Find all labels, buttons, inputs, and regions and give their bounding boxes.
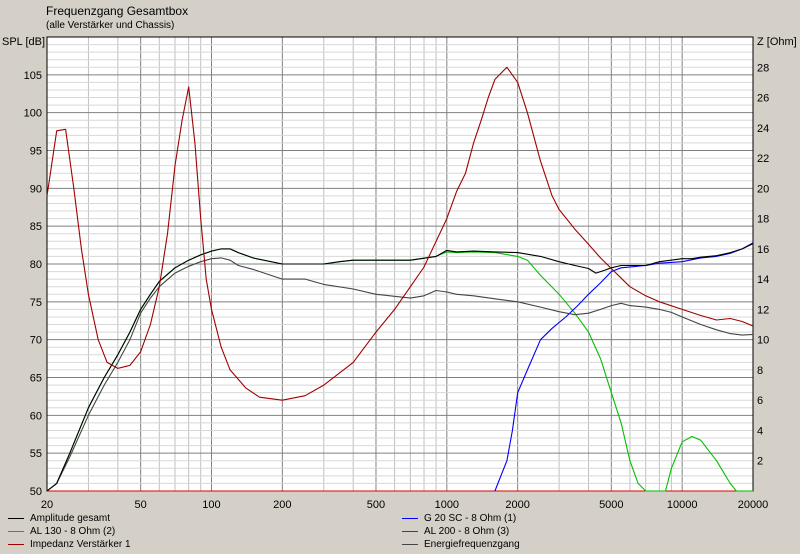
y-right-tick-label: 2 <box>757 456 763 468</box>
x-tick-label: 1000 <box>435 499 459 511</box>
legend-left: Amplitude gesamt AL 130 - 8 Ohm (2) Impeda… <box>8 512 131 551</box>
series-line-amplitude-gesamt <box>46 243 754 492</box>
x-tick-label: 200 <box>273 499 291 511</box>
legend-item: G 20 SC - 8 Ohm (1) <box>402 512 520 525</box>
legend-item: AL 130 - 8 Ohm (2) <box>8 525 131 538</box>
y-right-tick-label: 20 <box>757 183 769 195</box>
x-tick-label: 50 <box>135 499 147 511</box>
y-left-tick-label: 85 <box>30 221 42 233</box>
legend-label: Impedanz Verstärker 1 <box>30 539 131 550</box>
legend-swatch <box>402 544 418 545</box>
y-right-tick-label: 22 <box>757 153 769 165</box>
y-right-tick-label: 18 <box>757 214 769 226</box>
x-tick-label: 2000 <box>505 499 529 511</box>
legend-item: Amplitude gesamt <box>8 512 131 525</box>
y-left-tick-label: 95 <box>30 146 42 158</box>
legend-item: AL 200 - 8 Ohm (3) <box>402 525 520 538</box>
x-tick-label: 500 <box>367 499 385 511</box>
x-tick-label: 5000 <box>599 499 623 511</box>
y-right-tick-label: 6 <box>757 395 763 407</box>
y-right-tick-label: 10 <box>757 335 769 347</box>
x-tick-label: 100 <box>202 499 220 511</box>
series-line-energiefrequenzgang <box>46 257 754 492</box>
x-tick-label: 20 <box>41 499 53 511</box>
x-tick-label: 20000 <box>738 499 769 511</box>
legend-swatch <box>8 531 24 532</box>
y-right-tick-label: 12 <box>757 304 769 316</box>
legend-swatch <box>402 531 418 532</box>
y-right-tick-label: 16 <box>757 244 769 256</box>
y-left-tick-label: 75 <box>30 297 42 309</box>
y-axis-left-title: SPL [dB] <box>2 36 46 48</box>
y-right-tick-label: 24 <box>757 123 769 135</box>
chart-subtitle: (alle Verstärker und Chassis) <box>46 20 175 31</box>
chart-title: Frequenzgang Gesamtbox <box>46 4 189 18</box>
legend-label: Energiefrequenzgang <box>424 539 520 550</box>
legend-swatch <box>402 518 418 519</box>
y-left-tick-label: 65 <box>30 373 42 385</box>
y-left-tick-label: 55 <box>30 448 42 460</box>
legend-item: Energiefrequenzgang <box>402 538 520 551</box>
legend-swatch <box>8 518 24 519</box>
y-left-tick-label: 100 <box>24 108 42 120</box>
y-left-tick-label: 90 <box>30 183 42 195</box>
legend-label: Amplitude gesamt <box>30 513 111 524</box>
y-left-tick-label: 80 <box>30 259 42 271</box>
y-right-tick-label: 4 <box>757 425 763 437</box>
legend-label: G 20 SC - 8 Ohm (1) <box>424 513 517 524</box>
y-right-tick-label: 8 <box>757 365 763 377</box>
y-left-tick-label: 70 <box>30 335 42 347</box>
legend-label: AL 130 - 8 Ohm (2) <box>30 526 116 537</box>
y-right-tick-label: 26 <box>757 93 769 105</box>
series-line-g-20-sc-8-ohm-1 <box>494 242 754 492</box>
x-tick-label: 10000 <box>667 499 698 511</box>
y-left-tick-label: 50 <box>30 486 42 498</box>
y-left-tick-label: 105 <box>24 70 42 82</box>
legend-right: G 20 SC - 8 Ohm (1) AL 200 - 8 Ohm (3) Ene… <box>402 512 520 551</box>
y-left-tick-label: 60 <box>30 410 42 422</box>
series-line-impedanz-verst-rker-1 <box>46 66 754 401</box>
y-axis-right-title: Z [Ohm] <box>757 36 797 48</box>
y-right-tick-label: 28 <box>757 62 769 74</box>
legend-item: Impedanz Verstärker 1 <box>8 538 131 551</box>
y-right-tick-label: 14 <box>757 274 769 286</box>
legend-label: AL 200 - 8 Ohm (3) <box>424 526 510 537</box>
legend-swatch <box>8 544 24 545</box>
